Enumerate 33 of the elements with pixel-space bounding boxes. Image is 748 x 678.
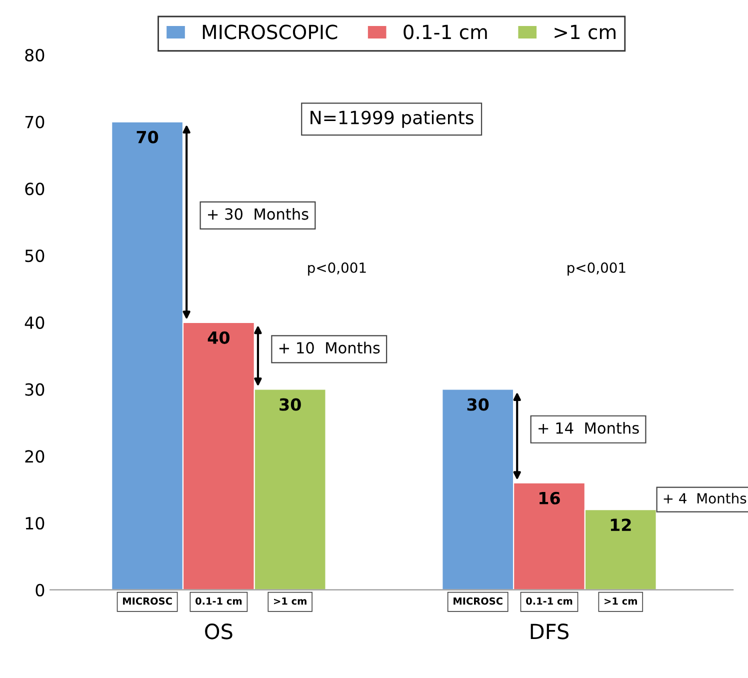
y-tick-label: 70	[25, 116, 44, 128]
y-tick-label: 20	[25, 450, 44, 463]
annotation: p<0,001	[308, 262, 366, 276]
text: 0.1-1 cm	[526, 597, 572, 605]
annotation: + 4 Months	[664, 492, 746, 504]
annotation: N=11999 patients	[310, 110, 474, 128]
y-tick-label: 0	[36, 584, 44, 596]
text: MICROSC	[123, 597, 172, 605]
annotation: p<0,001	[568, 262, 626, 276]
y-tick-label: 80	[25, 48, 44, 62]
x-tick-label: DFS	[530, 624, 569, 640]
legend-label: 0.1-1 cm	[404, 24, 487, 40]
data-label: 30	[467, 398, 489, 411]
y-tick-label: 50	[25, 249, 44, 262]
annotation: + 10 Months	[279, 342, 380, 354]
data-label: 30	[280, 398, 301, 411]
legend-label: >1 cm	[554, 24, 616, 40]
text: >1 cm	[274, 597, 306, 605]
text: 0.1-1 cm	[196, 597, 242, 605]
y-tick-label: 10	[26, 516, 44, 530]
annotation: + 14 Months	[538, 422, 639, 434]
text: >1 cm	[604, 597, 637, 605]
data-label: 16	[540, 492, 560, 504]
annotation: + 30 Months	[208, 208, 308, 220]
data-label: 12	[610, 518, 631, 531]
x-tick-label: OS	[205, 624, 232, 640]
text: MICROSC	[454, 597, 502, 605]
data-label: 70	[136, 130, 158, 144]
y-tick-label: 30	[25, 383, 44, 396]
y-tick-label: 60	[25, 182, 44, 196]
y-tick-label: 40	[24, 316, 44, 329]
data-label: 40	[208, 331, 230, 344]
legend-label: MICROSCOPIC	[202, 24, 338, 40]
